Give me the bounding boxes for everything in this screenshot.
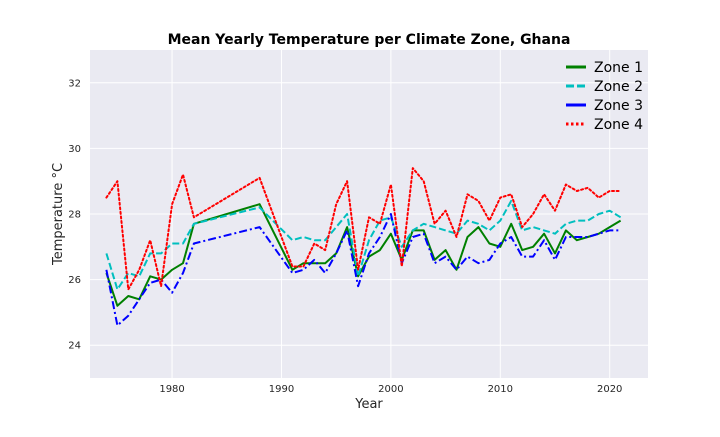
legend: Zone 1 Zone 2 Zone 3 Zone 4: [566, 60, 643, 133]
y-axis-label: Temperature °C: [51, 163, 66, 266]
y-tick-label: 30: [68, 144, 81, 155]
chart-title: Mean Yearly Temperature per Climate Zone…: [168, 32, 571, 48]
series-line-zone-2: [105, 199, 622, 291]
x-tick-label: 2000: [378, 384, 403, 395]
x-tick-label: 1990: [269, 384, 294, 395]
x-tick-label: 1980: [159, 384, 184, 395]
x-axis-label: Year: [354, 397, 383, 412]
tick-labels: 1980 1990 2000 2010 2020 24 26 28 30 32: [68, 78, 622, 395]
series-group: [105, 167, 622, 327]
x-tick-label: 2010: [488, 384, 513, 395]
legend-label-zone-2: Zone 2: [594, 79, 643, 95]
legend-label-zone-1: Zone 1: [594, 60, 643, 76]
y-tick-label: 28: [68, 210, 81, 221]
legend-label-zone-4: Zone 4: [594, 117, 643, 133]
y-tick-label: 24: [68, 341, 81, 352]
x-tick-label: 2020: [597, 384, 622, 395]
y-tick-label: 32: [68, 78, 81, 89]
legend-label-zone-3: Zone 3: [594, 98, 643, 114]
y-tick-label: 26: [68, 275, 81, 286]
series-line-zone-4: [105, 167, 622, 291]
